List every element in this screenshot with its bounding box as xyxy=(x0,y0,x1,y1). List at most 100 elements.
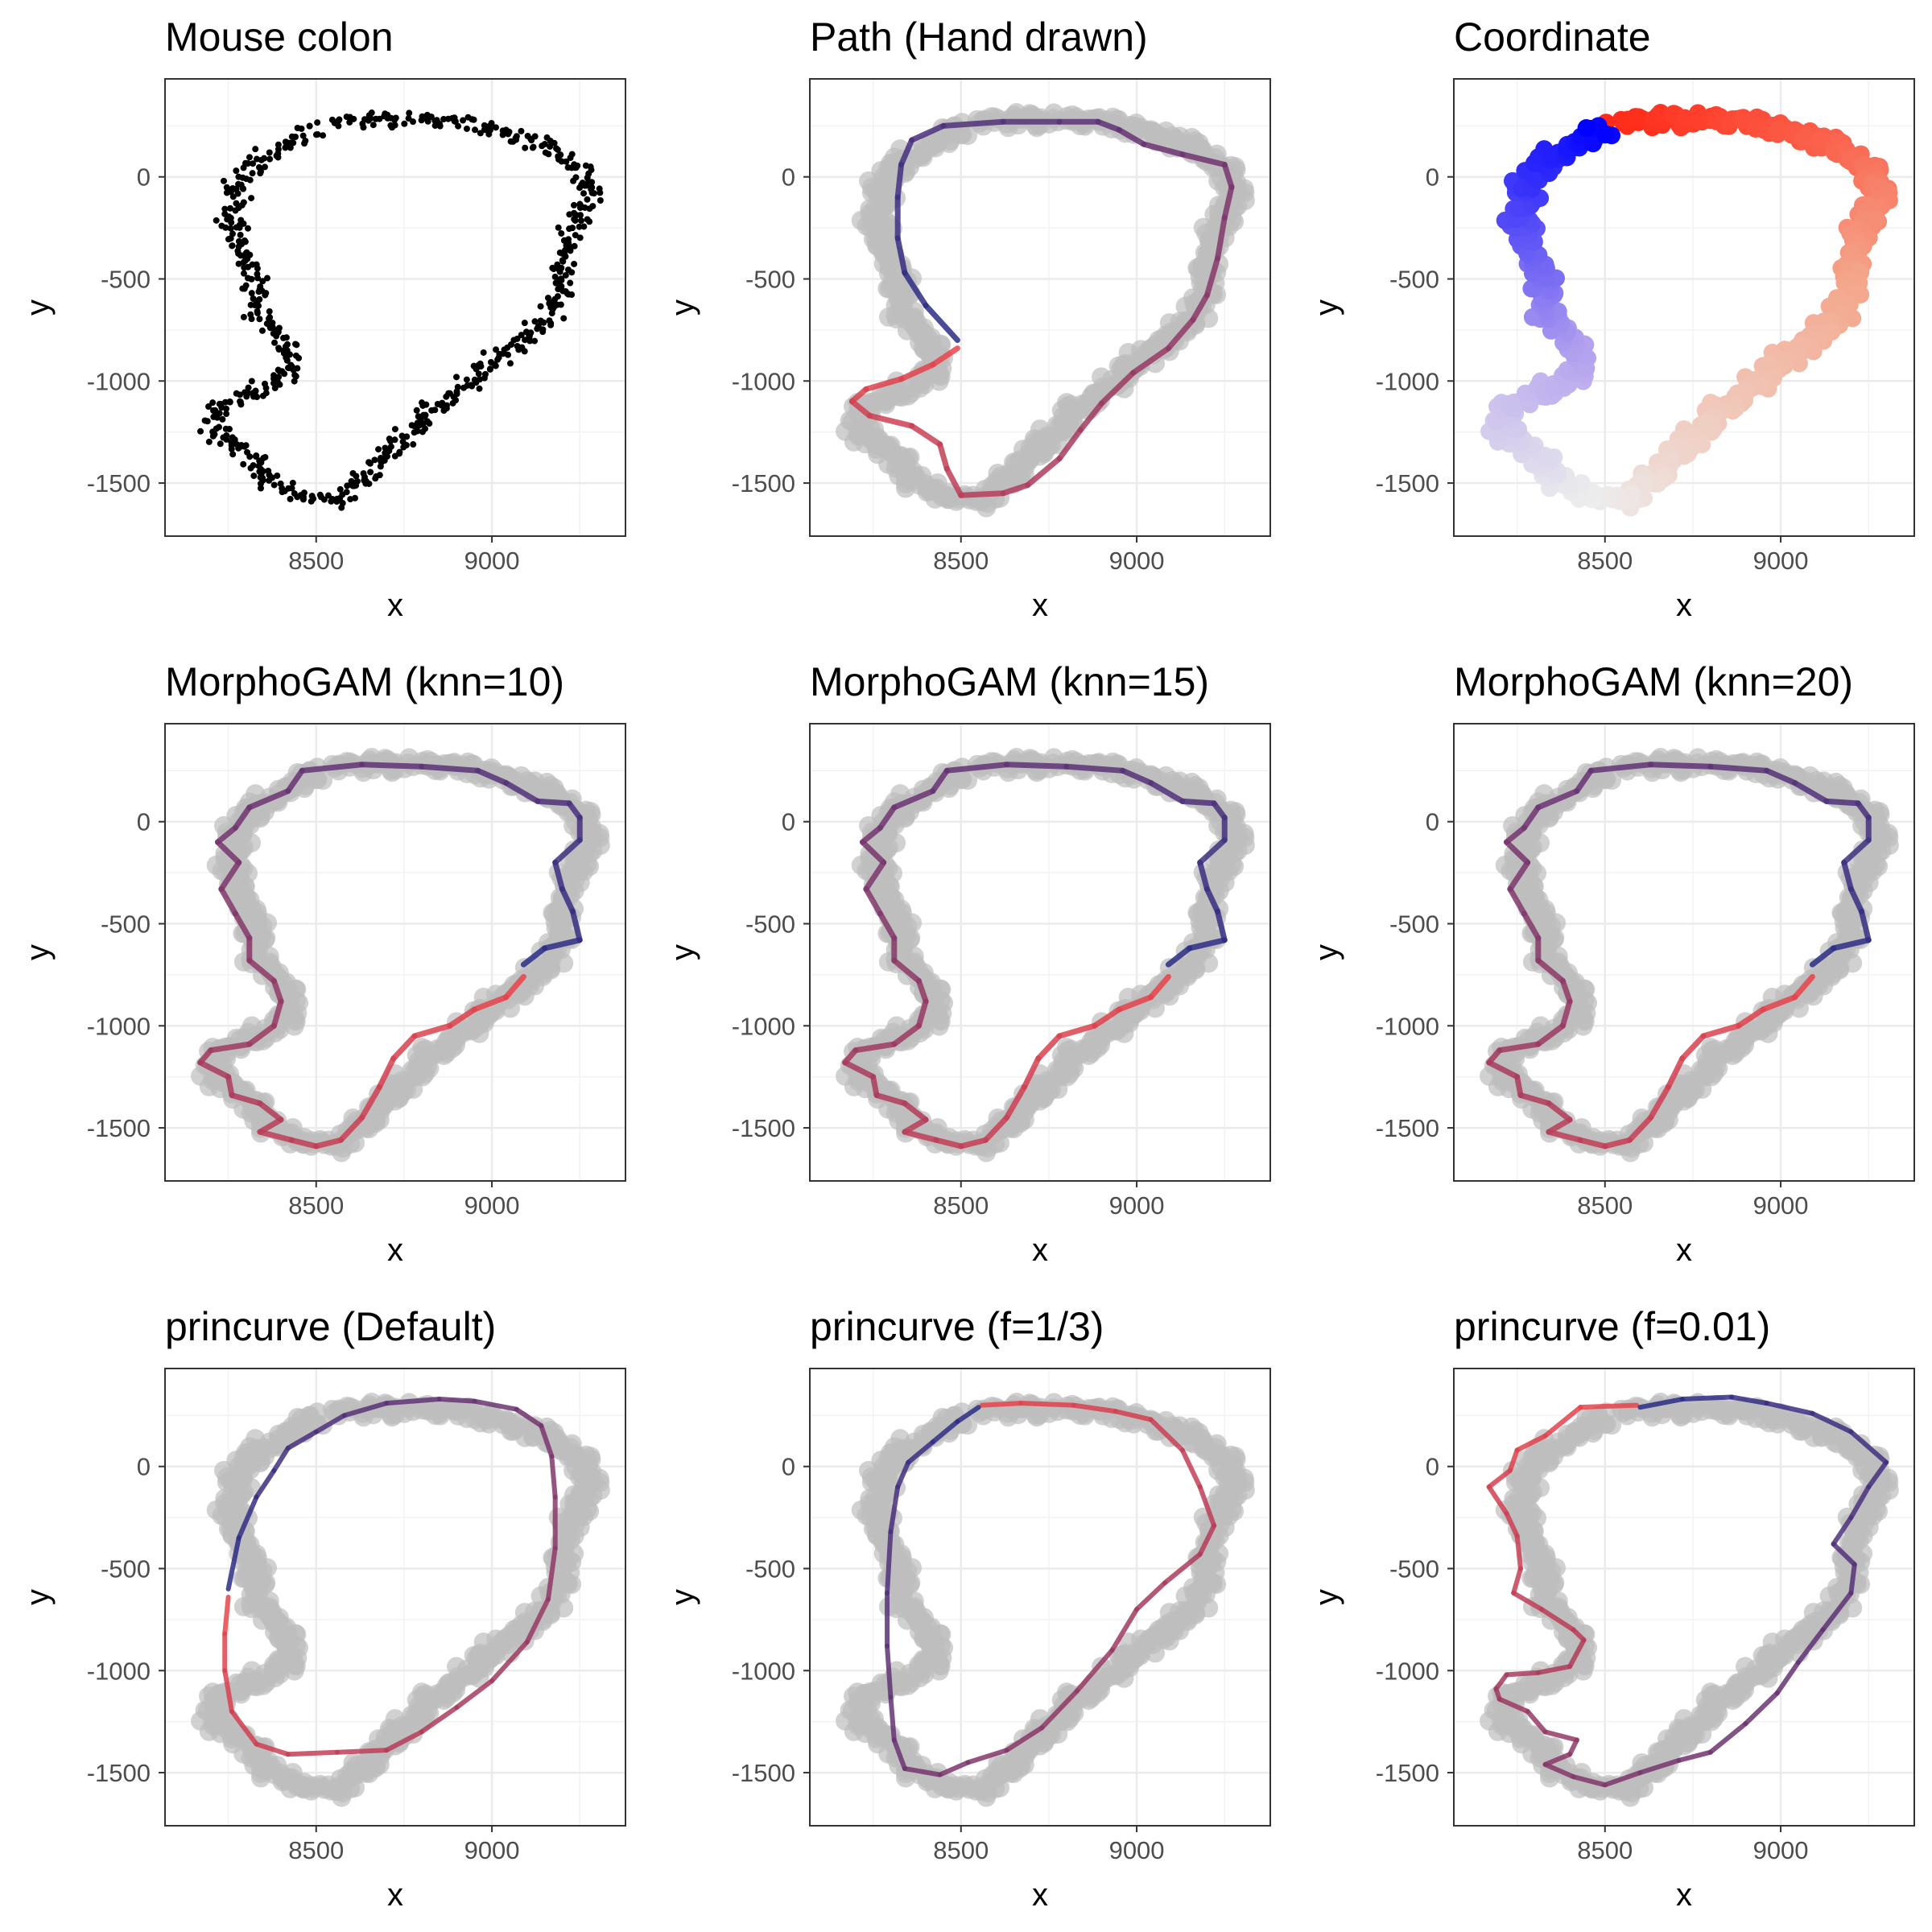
data-point xyxy=(216,400,223,407)
data-point xyxy=(406,109,413,117)
panel-border xyxy=(809,723,1271,1182)
data-point xyxy=(244,225,251,232)
data-point xyxy=(291,371,299,378)
path-segment xyxy=(552,837,583,865)
data-point xyxy=(481,126,489,134)
data-point xyxy=(336,485,344,493)
y-tick-label: -1000 xyxy=(1376,367,1439,395)
data-point xyxy=(408,422,415,429)
data-point xyxy=(261,155,268,162)
data-point xyxy=(576,234,584,242)
path-segment xyxy=(1063,763,1126,774)
path-segment xyxy=(898,137,915,167)
path-segment xyxy=(1187,937,1228,952)
data-point xyxy=(347,496,354,503)
path-segment xyxy=(1197,859,1210,892)
data-point xyxy=(223,405,230,412)
data-point xyxy=(243,249,250,256)
path-segment xyxy=(1148,973,1171,1001)
path-segment xyxy=(232,910,253,941)
path-segment xyxy=(1165,945,1193,968)
data-point xyxy=(266,314,274,321)
path-segment xyxy=(390,1033,418,1062)
data-point xyxy=(475,370,482,378)
path-segment xyxy=(1707,763,1770,774)
path-segment xyxy=(1179,798,1217,807)
data-point xyxy=(367,469,374,476)
path-segment xyxy=(1855,800,1872,821)
plot-content xyxy=(836,103,1255,518)
path-segment xyxy=(270,978,284,1005)
data-point xyxy=(472,126,479,134)
y-tick-label: 0 xyxy=(1426,163,1439,192)
data-point xyxy=(428,407,436,414)
data-point xyxy=(382,110,389,118)
x-tick-label: 9000 xyxy=(1753,547,1809,575)
data-point xyxy=(440,116,448,123)
data-point xyxy=(204,418,211,425)
data-point xyxy=(269,320,276,327)
data-point xyxy=(551,273,559,280)
data-point xyxy=(414,419,421,427)
data-point xyxy=(250,462,257,469)
y-tick-label: -500 xyxy=(101,266,151,294)
data-point xyxy=(588,179,596,186)
data-point xyxy=(555,224,562,231)
data-point xyxy=(378,459,385,466)
data-point xyxy=(260,455,267,462)
path-segment xyxy=(859,824,883,845)
data-point xyxy=(382,444,389,452)
x-axis-label: x xyxy=(387,1232,403,1268)
data-point xyxy=(253,452,260,460)
path-segment xyxy=(1841,859,1854,892)
path-segment xyxy=(1000,482,1031,497)
path-segment xyxy=(1602,1137,1633,1150)
path-segment xyxy=(891,957,922,984)
path-segment xyxy=(894,162,905,200)
data-point xyxy=(213,217,220,224)
data-point xyxy=(541,140,548,147)
y-tick-label: -1500 xyxy=(732,1114,795,1142)
data-point xyxy=(254,394,261,401)
path-segment xyxy=(1092,1006,1122,1029)
path-segment xyxy=(1486,1059,1521,1080)
path-segment xyxy=(1546,1100,1573,1123)
data-point xyxy=(254,308,261,315)
data-point xyxy=(256,295,263,303)
data-point xyxy=(396,450,403,457)
data-point xyxy=(559,250,567,257)
path-segment xyxy=(1809,945,1837,968)
data-point xyxy=(438,402,445,409)
data-point xyxy=(257,170,264,177)
data-point xyxy=(549,264,556,271)
data-point xyxy=(277,480,284,487)
data-point xyxy=(529,144,536,151)
data-point xyxy=(252,388,259,395)
data-point xyxy=(306,122,313,130)
data-point xyxy=(223,184,230,191)
data-point xyxy=(560,315,568,322)
data-point xyxy=(493,346,500,353)
x-axis-label: x xyxy=(1032,1232,1048,1268)
y-axis-label: y xyxy=(1309,299,1344,316)
data-point xyxy=(460,117,467,124)
data-point xyxy=(301,140,308,147)
path-segment xyxy=(535,798,572,807)
data-point xyxy=(487,358,494,365)
data-point xyxy=(584,216,591,223)
x-tick-label: 8500 xyxy=(1577,547,1633,575)
data-point xyxy=(1649,474,1667,493)
path-segment xyxy=(419,763,481,774)
data-point xyxy=(333,497,341,505)
chart-title: MorphoGAM (knn=15) xyxy=(810,659,1209,704)
path-segment xyxy=(877,910,898,941)
data-point xyxy=(571,260,578,267)
y-tick-label: -500 xyxy=(745,910,795,939)
path-segment xyxy=(902,270,929,308)
data-point xyxy=(1596,126,1614,144)
path-segment xyxy=(877,804,898,831)
background-point xyxy=(1222,854,1242,874)
path-segment xyxy=(1546,1117,1573,1135)
data-point xyxy=(299,496,307,503)
path-segment xyxy=(902,1117,929,1135)
